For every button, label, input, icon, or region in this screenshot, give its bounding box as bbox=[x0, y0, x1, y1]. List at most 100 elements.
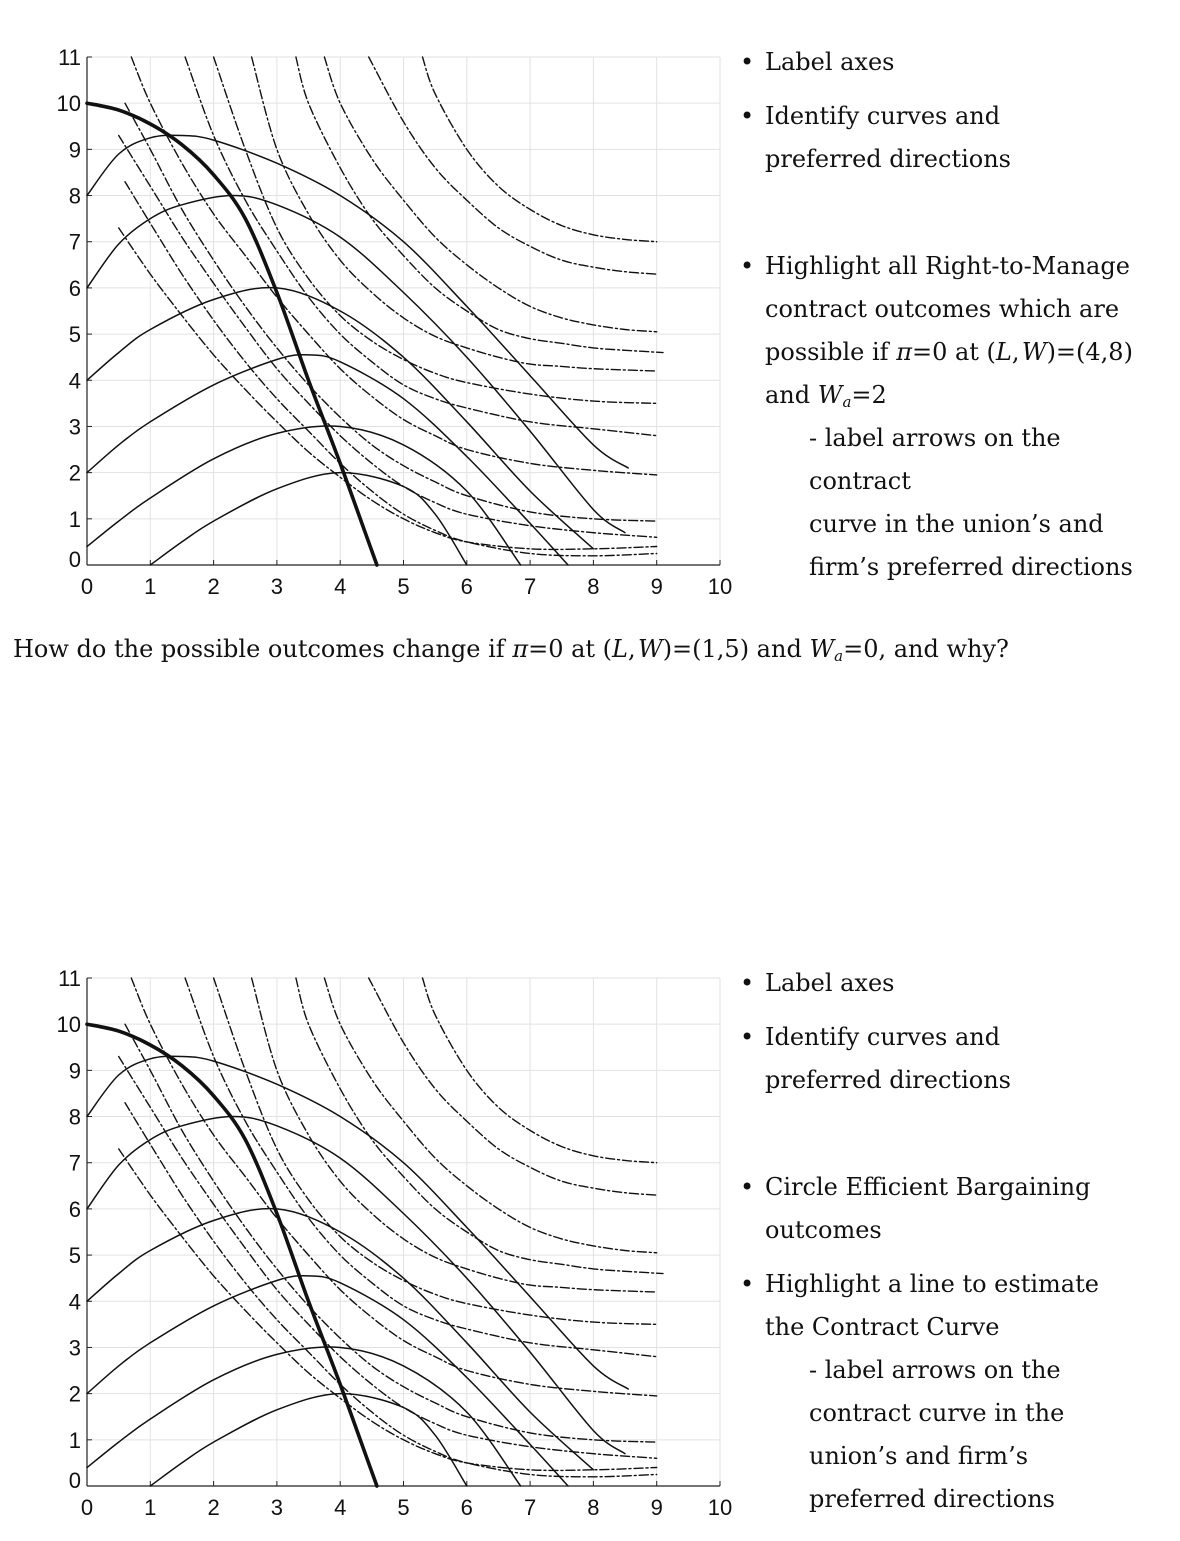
note-line: firm’s preferred directions bbox=[809, 553, 1133, 581]
note-bullet: Circle Efficient Bargaining outcomes bbox=[740, 1166, 1170, 1252]
y-tick-label: 11 bbox=[58, 966, 81, 991]
x-tick-label: 7 bbox=[524, 1495, 536, 1520]
indifference-curve bbox=[295, 977, 664, 1275]
note-line: and Wa=2 bbox=[765, 381, 887, 411]
note-line: - label arrows on the bbox=[809, 1356, 1061, 1384]
note-bullet: Identify curves and preferred directions bbox=[740, 95, 1170, 181]
indifference-curve bbox=[124, 181, 658, 557]
note-subitem: - label arrows on the contract curve in t… bbox=[740, 1349, 1170, 1521]
y-tick-label: 8 bbox=[69, 184, 81, 209]
x-tick-label: 0 bbox=[81, 574, 93, 599]
indifference-curve bbox=[130, 977, 658, 1397]
y-tick-label: 9 bbox=[69, 1058, 81, 1083]
chart-bottom: 0 1 2 3 4 5 6 7 8 9 10 0 1 2 3 4 5 6 7 8 9 10 11 bbox=[0, 921, 760, 1541]
y-tick-label: 3 bbox=[69, 414, 81, 439]
y-tick-label: 11 bbox=[58, 45, 81, 70]
note-bullet: Highlight a line to estimate the Contract… bbox=[740, 1263, 1170, 1349]
isoprofit-curve bbox=[86, 134, 629, 469]
indifference-curve bbox=[124, 1102, 658, 1478]
note-line: preferred directions bbox=[765, 1066, 1011, 1094]
note-line: contract curve in the bbox=[809, 1399, 1065, 1427]
indifference-curve bbox=[421, 977, 658, 1164]
chart-svg: 0 1 2 3 4 5 6 7 8 9 10 0 1 2 3 4 5 6 7 8 9 10 11 bbox=[57, 45, 733, 599]
question-text: How do the possible outcomes change if π… bbox=[13, 635, 1009, 665]
note-line: possible if π=0 at (L, W)=(4,8) bbox=[765, 338, 1133, 366]
x-tick-label: 4 bbox=[334, 1495, 346, 1520]
isoprofit-curve bbox=[86, 1346, 522, 1487]
x-tick-label: 3 bbox=[271, 574, 283, 599]
note-line: contract outcomes which are bbox=[765, 295, 1120, 323]
note-line: Label axes bbox=[765, 48, 895, 76]
x-tick-label: 10 bbox=[708, 1495, 732, 1520]
y-tick-label: 7 bbox=[69, 230, 81, 255]
y-tick-label: 2 bbox=[69, 1382, 81, 1407]
y-tick-label: 1 bbox=[69, 1428, 81, 1453]
isoprofit-curve bbox=[86, 1115, 626, 1455]
x-tick-label: 6 bbox=[461, 574, 473, 599]
indifference-curve bbox=[421, 56, 658, 243]
note-line: curve in the union’s and bbox=[809, 510, 1104, 538]
isoprofit-curve bbox=[86, 286, 595, 550]
note-line: - label arrows on the contract bbox=[809, 424, 1061, 495]
note-line: Highlight all Right-to-Manage bbox=[765, 252, 1130, 280]
x-tick-label: 7 bbox=[524, 574, 536, 599]
indifference-curve bbox=[124, 102, 658, 522]
grid bbox=[86, 56, 721, 566]
y-tick-label: 2 bbox=[69, 461, 81, 486]
indifference-curve bbox=[118, 134, 658, 538]
x-tick-label: 8 bbox=[587, 574, 599, 599]
y-tick-label: 6 bbox=[69, 276, 81, 301]
note-line: Circle Efficient Bargaining bbox=[765, 1173, 1091, 1201]
indifference-curve bbox=[323, 56, 658, 333]
x-tick-label: 3 bbox=[271, 1495, 283, 1520]
indifference-curve bbox=[368, 977, 658, 1196]
isoprofit-curve bbox=[86, 1274, 569, 1487]
indifference-curve bbox=[130, 56, 658, 476]
note-bullet: Identify curves and preferred directions bbox=[740, 1016, 1170, 1102]
indifference-curve bbox=[212, 977, 658, 1326]
isoprofit-curve bbox=[149, 471, 468, 566]
chart-svg: 0 1 2 3 4 5 6 7 8 9 10 0 1 2 3 4 5 6 7 8 9 10 11 bbox=[57, 966, 733, 1520]
y-tick-label: 6 bbox=[69, 1197, 81, 1222]
y-tick-label: 3 bbox=[69, 1335, 81, 1360]
note-subitem: - label arrows on the contract curve in t… bbox=[740, 417, 1170, 589]
y-tick-label: 8 bbox=[69, 1105, 81, 1130]
x-tick-label: 9 bbox=[651, 1495, 663, 1520]
x-tick-label: 9 bbox=[651, 574, 663, 599]
indifference-curve bbox=[184, 977, 658, 1358]
notes-top: Label axes Identify curves and preferred d… bbox=[740, 41, 1170, 589]
y-tick-label: 9 bbox=[69, 137, 81, 162]
indifference-curve bbox=[124, 1023, 658, 1443]
chart-top: 0 1 2 3 4 5 6 7 8 9 10 0 1 2 3 4 5 6 7 8 9 10 11 bbox=[0, 0, 760, 620]
notes-bottom: Label axes Identify curves and preferred d… bbox=[740, 962, 1170, 1521]
x-tick-label: 1 bbox=[144, 574, 156, 599]
isoprofit-curve bbox=[86, 1207, 595, 1471]
indifference-curve bbox=[295, 56, 664, 354]
x-tick-label: 2 bbox=[207, 1495, 219, 1520]
note-bullet: Highlight all Right-to-Manage contract ou… bbox=[740, 245, 1170, 417]
indifference-curve bbox=[118, 1148, 658, 1472]
x-tick-label: 10 bbox=[708, 574, 732, 599]
x-tick-label: 6 bbox=[461, 1495, 473, 1520]
note-line: preferred directions bbox=[765, 145, 1011, 173]
note-line: Identify curves and bbox=[765, 1023, 1001, 1051]
indifference-curve bbox=[250, 56, 658, 372]
y-tick-label: 0 bbox=[69, 1468, 81, 1493]
isoprofit-curve bbox=[86, 353, 569, 566]
note-line: preferred directions bbox=[809, 1485, 1055, 1513]
y-tick-label: 0 bbox=[69, 547, 81, 572]
y-tick-label: 5 bbox=[69, 1243, 81, 1268]
x-tick-label: 1 bbox=[144, 1495, 156, 1520]
x-tick-label: 5 bbox=[397, 1495, 409, 1520]
x-tick-label: 4 bbox=[334, 574, 346, 599]
indifference-curve bbox=[118, 227, 658, 551]
x-tick-label: 8 bbox=[587, 1495, 599, 1520]
note-line: Label axes bbox=[765, 969, 895, 997]
note-bullet: Label axes bbox=[740, 962, 1170, 1005]
y-tick-label: 4 bbox=[69, 368, 81, 393]
y-tick-label: 5 bbox=[69, 322, 81, 347]
note-line: union’s and firm’s bbox=[809, 1442, 1029, 1470]
x-tick-label: 2 bbox=[207, 574, 219, 599]
indifference-curve bbox=[184, 56, 658, 437]
isoprofit-curve bbox=[86, 194, 626, 534]
